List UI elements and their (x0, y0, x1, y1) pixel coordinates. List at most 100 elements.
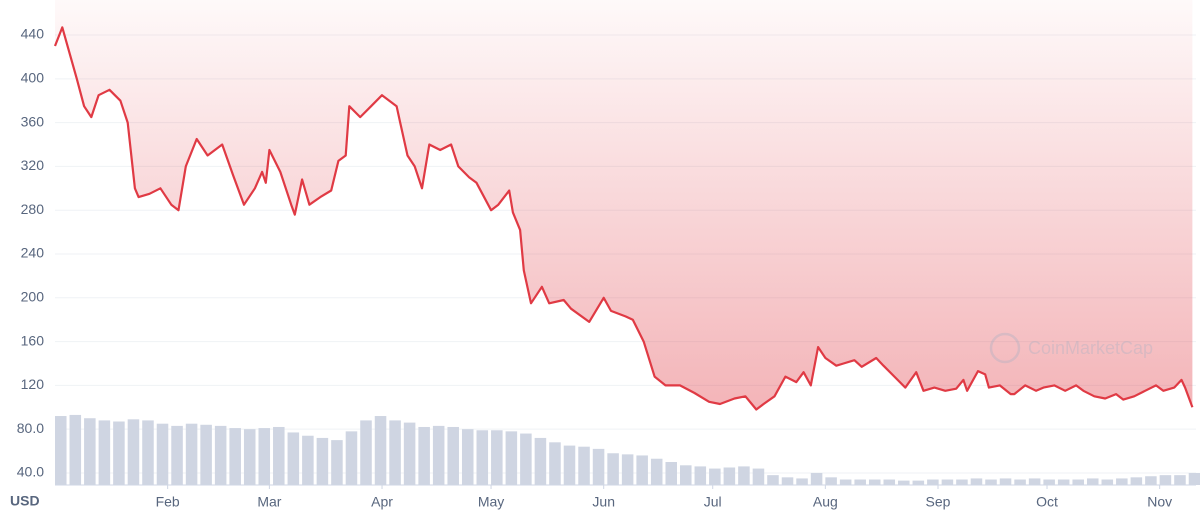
volume-bar (621, 454, 634, 485)
volume-bar (200, 424, 212, 485)
y-tick-label: 360 (21, 113, 45, 129)
volume-bar (1159, 475, 1172, 485)
volume-bar (868, 479, 881, 485)
volume-bar (1101, 479, 1114, 485)
volume-bar (432, 425, 445, 485)
volume-bar (84, 418, 96, 485)
volume-bar (258, 428, 271, 485)
watermark-logo (989, 332, 1021, 364)
volume-bar (229, 428, 241, 485)
volume-bar (898, 480, 910, 485)
volume-bar (273, 426, 285, 485)
labels: 40.0 80.0 120 160 200 240 280 320 360 400 440 Feb Ma… (17, 26, 1196, 510)
volume-bar (214, 425, 227, 485)
volume-bar (374, 416, 387, 485)
volume-bar (447, 426, 459, 485)
volume-bar (956, 479, 968, 485)
volume-bar (1145, 476, 1157, 485)
volume-bar (796, 478, 808, 485)
y-tick-label: 320 (21, 157, 45, 173)
volume-bar (534, 437, 547, 485)
volume-bar (694, 466, 707, 485)
volume-bar (709, 468, 721, 485)
y-tick-label: 40.0 (17, 464, 44, 480)
axis-unit: USD (10, 493, 40, 509)
volume-bar (69, 414, 82, 485)
volume-bar (505, 431, 518, 485)
volume-bar (592, 448, 605, 485)
volume-bar (316, 437, 329, 485)
volume-bar (883, 479, 896, 485)
line (53, 26, 1194, 411)
volume-bar (287, 432, 300, 485)
y-tick-label: 200 (21, 288, 45, 304)
volume-bar (389, 420, 401, 485)
volume-bar (113, 421, 125, 485)
volume-bar (156, 423, 169, 485)
volume-bar (491, 430, 503, 485)
volume-bar (839, 479, 852, 485)
volume-bar (636, 455, 648, 485)
volume-bar (825, 477, 837, 485)
x-tick-label: Aug (813, 494, 838, 510)
volume-bar (1014, 479, 1026, 485)
x-tick-label: Feb (156, 494, 180, 510)
volume-bar (1174, 475, 1186, 485)
volume-bar (927, 479, 939, 485)
volume-bar (680, 465, 692, 485)
volume-bar (767, 475, 779, 485)
price-line (53, 26, 1194, 411)
x-tick-label: Sep (926, 494, 951, 510)
y-tick-label: 280 (21, 201, 45, 217)
volume-bar (1028, 478, 1041, 485)
volume-bar (127, 419, 140, 485)
x-tick-label: Oct (1036, 494, 1058, 510)
volume-bar (854, 479, 866, 485)
y-tick-label: 240 (21, 245, 45, 261)
volume-bar (331, 440, 343, 485)
watermark: CoinMarketCap (989, 332, 1153, 364)
volume-bar (185, 423, 198, 485)
x-tick-label: Apr (371, 494, 393, 510)
volume-bar (723, 467, 736, 485)
volume-bar (302, 435, 314, 485)
volume-bar (418, 426, 430, 485)
volume-bar (970, 478, 983, 485)
x-tick-label: Mar (257, 494, 281, 510)
volume-bar (752, 468, 765, 485)
volume-bar (999, 478, 1012, 485)
volume-bar (243, 429, 256, 485)
x-tick-label: May (478, 494, 504, 510)
y-tick-label: 80.0 (17, 420, 44, 436)
volume-bar (738, 466, 750, 485)
volume-bar (665, 462, 678, 485)
x-tick-label: Jul (704, 494, 722, 510)
y-tick-label: 400 (21, 70, 45, 86)
volume-bar (578, 446, 590, 485)
volume-bar (781, 477, 794, 485)
y-tick-label: 160 (21, 332, 45, 348)
volume-bar (360, 420, 372, 485)
volume-bar (1086, 478, 1099, 485)
volume-bar (461, 429, 474, 485)
volume-bar (1072, 479, 1084, 485)
volume-bar (1043, 479, 1055, 485)
y-tick-label: 440 (21, 26, 45, 42)
volume-bar (810, 472, 823, 485)
volume-bar (650, 458, 663, 485)
volume-bar (403, 422, 416, 485)
volume-bar (476, 430, 489, 485)
volume-bars (55, 414, 1200, 485)
volume-bar (985, 479, 997, 485)
volume-bar (563, 445, 576, 485)
volume-bar (345, 431, 358, 485)
volume-bar (1116, 478, 1128, 485)
x-tick-label: Nov (1147, 494, 1172, 510)
volume-bar (55, 416, 67, 485)
volume-bar (1057, 479, 1070, 485)
volume-bar (142, 420, 154, 485)
volume-bar (98, 420, 111, 485)
volume-bar (520, 433, 532, 485)
volume-bar (549, 442, 561, 485)
